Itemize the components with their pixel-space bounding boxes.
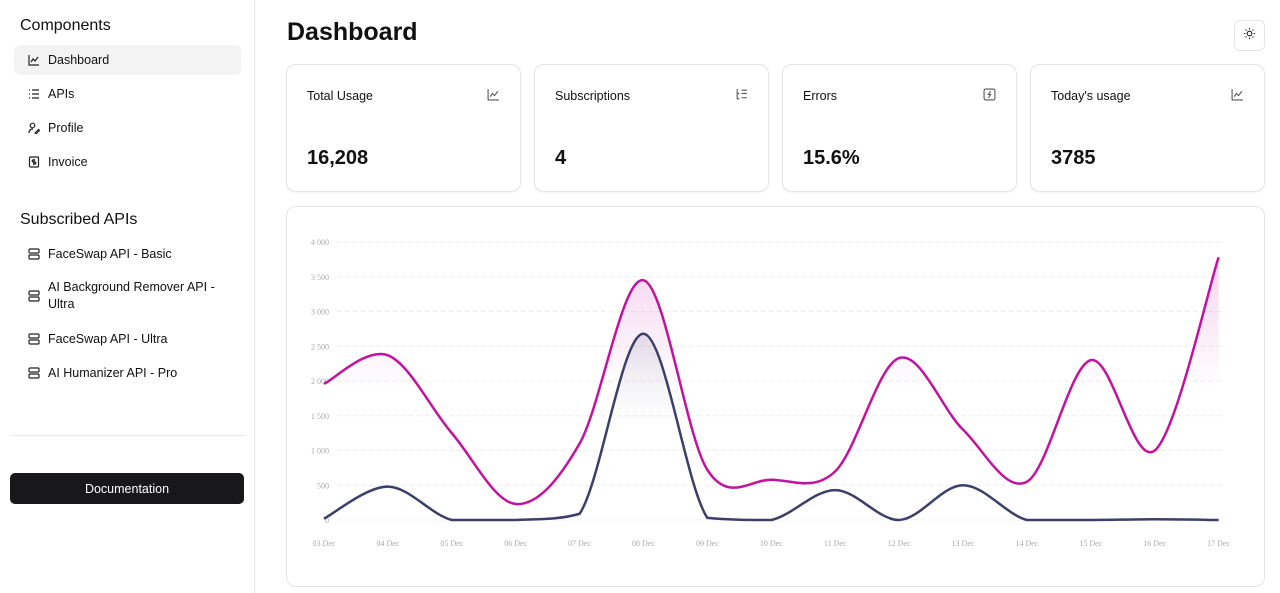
server-icon	[28, 248, 40, 260]
y-tick-label: 2 000	[311, 377, 329, 386]
stat-card-total-usage: Total Usage 16,208	[286, 64, 521, 192]
server-icon	[28, 290, 40, 302]
sun-icon	[1243, 27, 1256, 45]
x-tick-label: 16 Dec	[1143, 539, 1166, 548]
usage-chart-card: 0 500 1 000 1 500 2 000 2 500 3 000 3 500 4 000 0…	[286, 206, 1265, 587]
sidebar-item-label: APIs	[48, 87, 75, 101]
subscribed-apis-heading: Subscribed APIs	[20, 211, 138, 228]
x-tick-label: 13 Dec	[952, 539, 975, 548]
card-value: 15.6%	[803, 147, 860, 169]
card-title: Today's usage	[1051, 89, 1131, 103]
y-tick-label: 0	[325, 516, 329, 525]
y-tick-label: 3 000	[311, 308, 329, 317]
invoice-icon	[28, 156, 40, 168]
sidebar-item-dashboard[interactable]: Dashboard	[14, 45, 241, 75]
stat-card-todays-usage: Today's usage 3785	[1030, 64, 1265, 192]
y-tick-label: 1 000	[311, 447, 329, 456]
server-icon	[28, 333, 40, 345]
sidebar-item-invoice[interactable]: Invoice	[14, 147, 241, 177]
sidebar-item-apis[interactable]: APIs	[14, 79, 241, 109]
sidebar-item-label: Invoice	[48, 155, 88, 169]
x-tick-label: 03 Dec	[313, 539, 336, 548]
sidebar-divider	[11, 435, 244, 436]
sidebar-item-label: AI Background Remover API - Ultra	[48, 280, 215, 311]
sidebar-item-profile[interactable]: Profile	[14, 113, 241, 143]
series-area-usage	[324, 257, 1219, 520]
stat-card-errors: Errors 15.6%	[782, 64, 1017, 192]
subscribed-api-item[interactable]: AI Background Remover API - Ultra	[14, 276, 241, 316]
sidebar: Components Dashboard APIs Profile Invoic…	[0, 0, 255, 593]
x-tick-label: 10 Dec	[760, 539, 783, 548]
x-tick-label: 09 Dec	[696, 539, 719, 548]
usage-chart: 0 500 1 000 1 500 2 000 2 500 3 000 3 500 4 000 0…	[311, 238, 1230, 548]
subscribed-api-item[interactable]: FaceSwap API - Ultra	[14, 324, 241, 354]
card-value: 4	[555, 147, 567, 169]
theme-toggle-button[interactable]	[1234, 20, 1265, 51]
series-line-usage	[323, 256, 1220, 506]
card-title: Subscriptions	[555, 89, 631, 103]
x-tick-label: 08 Dec	[632, 539, 655, 548]
components-heading: Components	[20, 17, 111, 34]
stat-card-subscriptions: Subscriptions 4	[534, 64, 769, 192]
y-tick-label: 2 500	[311, 342, 329, 351]
sidebar-item-label: Dashboard	[48, 53, 110, 67]
line-chart-icon	[487, 88, 500, 101]
y-tick-label: 1 500	[311, 412, 329, 421]
card-title: Total Usage	[307, 89, 374, 103]
list-icon	[28, 88, 40, 100]
series-area-errors	[324, 333, 1219, 520]
x-tick-label: 17 Dec	[1207, 539, 1230, 548]
sidebar-item-label: FaceSwap API - Ultra	[48, 332, 168, 346]
sidebar-item-label: Profile	[48, 121, 84, 135]
x-tick-label: 12 Dec	[888, 539, 911, 548]
sidebar-item-label: FaceSwap API - Basic	[48, 247, 172, 261]
card-title: Errors	[803, 89, 838, 103]
subscribed-api-item[interactable]: FaceSwap API - Basic	[14, 239, 241, 269]
y-tick-label: 4 000	[311, 238, 329, 247]
server-icon	[28, 367, 40, 379]
x-tick-label: 15 Dec	[1079, 539, 1102, 548]
chart-icon	[28, 54, 40, 66]
line-chart-icon	[1231, 88, 1244, 101]
subscribed-api-item[interactable]: AI Humanizer API - Pro	[14, 358, 241, 388]
x-tick-label: 04 Dec	[376, 539, 399, 548]
card-value: 3785	[1051, 147, 1096, 169]
x-tick-label: 07 Dec	[568, 539, 591, 548]
x-tick-label: 14 Dec	[1015, 539, 1038, 548]
sidebar-item-label: AI Humanizer API - Pro	[48, 366, 178, 380]
x-tick-label: 05 Dec	[440, 539, 463, 548]
series-line-errors	[323, 332, 1219, 522]
user-edit-icon	[28, 122, 40, 134]
y-tick-label: 3 500	[311, 273, 329, 282]
x-tick-label: 11 Dec	[824, 539, 847, 548]
card-value: 16,208	[307, 147, 369, 169]
documentation-button[interactable]: Documentation	[10, 473, 244, 504]
y-tick-label: 500	[317, 481, 329, 490]
list-tree-icon	[735, 88, 748, 101]
error-icon	[983, 88, 996, 101]
page-title: Dashboard	[287, 18, 418, 46]
x-tick-label: 06 Dec	[504, 539, 527, 548]
